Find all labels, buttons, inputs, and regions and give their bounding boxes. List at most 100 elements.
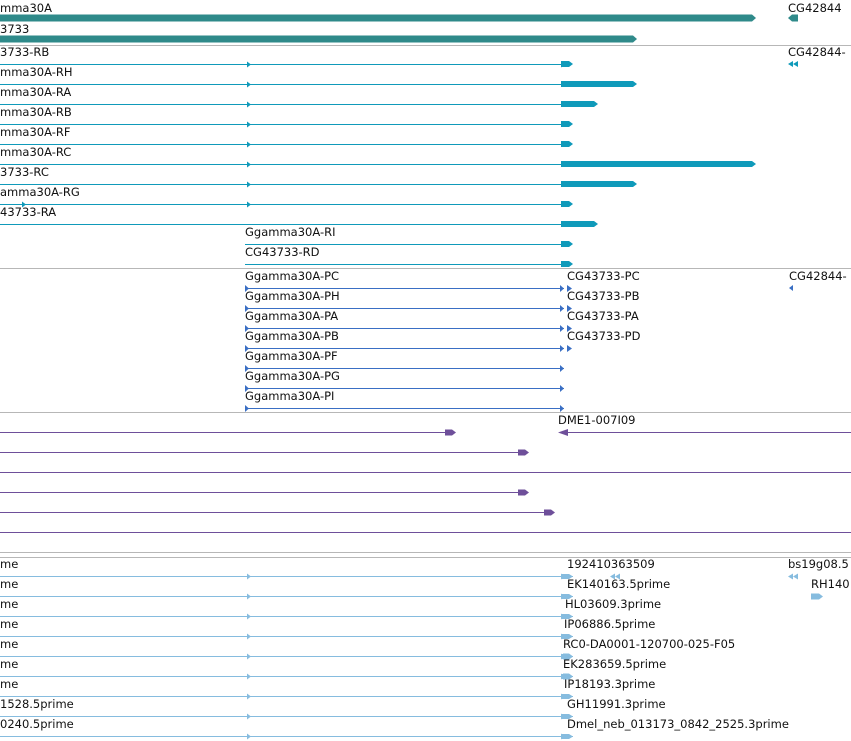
est-label[interactable]: HL03609.3prime [565,597,662,611]
protein-label[interactable]: CG42844- [789,269,847,283]
est-label[interactable]: me [0,657,19,671]
transcript-track [0,61,798,267]
est-label[interactable]: 1528.5prime [0,697,74,711]
gene-feature[interactable] [0,14,756,22]
clone-arrow[interactable] [518,489,529,496]
est-exon-marker [247,633,251,640]
protein-track [245,285,793,412]
est-label[interactable]: me [0,677,19,691]
est-label[interactable]: GH11991.3prime [567,697,666,711]
est-label[interactable]: 192410363509 [567,557,655,571]
est-arrow[interactable] [562,694,573,699]
gene-feature[interactable] [0,35,637,43]
est-feature[interactable] [793,573,798,580]
est-exon-marker [247,653,251,660]
est-label[interactable]: RH140 [811,577,850,591]
est-label[interactable]: me [0,597,19,611]
transcript-label[interactable]: CG43733-RD [245,245,320,259]
est-label[interactable]: IP06886.5prime [564,617,656,631]
transcript-exon[interactable] [561,81,637,87]
clone-arrow[interactable] [445,429,456,436]
est-feature[interactable] [610,573,615,580]
protein-label[interactable]: Ggamma30A-PC [245,269,340,283]
est-label[interactable]: me [0,557,19,571]
transcript-label[interactable]: Ggamma30A-RI [245,225,336,239]
protein-label[interactable]: Ggamma30A-PI [245,389,335,403]
protein-label[interactable]: CG43733-PB [567,289,640,303]
gene-label[interactable]: mma30A [0,1,52,15]
est-feature[interactable] [563,673,573,680]
transcript-exon[interactable] [788,61,793,67]
protein-label[interactable]: Ggamma30A-PA [245,309,339,323]
transcript-exon[interactable] [561,101,598,107]
transcript-exon[interactable] [561,161,756,167]
est-arrow[interactable] [562,714,573,719]
est-arrow[interactable] [562,734,573,739]
transcript-exon[interactable] [561,201,573,207]
est-arrow[interactable] [562,614,573,619]
protein-label[interactable]: CG43733-PA [567,309,639,323]
transcript-label[interactable]: mma30A-RA [0,85,72,99]
transcript-exon[interactable] [561,121,573,127]
est-label[interactable]: me [0,617,19,631]
est-exon-marker [247,733,251,740]
est-label[interactable]: IP18193.3prime [564,677,656,691]
transcript-label[interactable]: 3733-RB [0,45,50,59]
transcript-exon[interactable] [561,221,598,227]
est-label[interactable]: me [0,637,19,651]
transcript-exon[interactable] [561,181,637,187]
protein-feature[interactable] [567,285,572,292]
protein-feature[interactable] [567,305,572,312]
transcript-exon[interactable] [561,261,573,267]
gene-label[interactable]: 3733 [0,22,30,36]
transcript-exon-marker [247,101,251,108]
est-arrow[interactable] [562,594,573,599]
transcript-label[interactable]: CG42844- [788,45,846,59]
protein-label[interactable]: Ggamma30A-PB [245,329,339,343]
est-feature[interactable] [788,573,793,580]
est-label[interactable]: EK140163.5prime [567,577,671,591]
transcript-label[interactable]: amma30A-RG [0,185,80,199]
transcript-exon[interactable] [561,61,573,67]
protein-label[interactable]: Ggamma30A-PH [245,289,340,303]
clone-arrow[interactable] [544,509,555,516]
transcript-label[interactable]: 43733-RA [0,205,57,219]
transcript-exon[interactable] [561,141,573,147]
clone-arrow[interactable] [518,449,529,456]
protein-end-marker [560,285,564,292]
est-label[interactable]: RC0-DA0001-120700-025-F05 [563,637,736,651]
clone-label[interactable]: DME1-007I09 [558,413,636,427]
est-feature[interactable] [563,653,573,660]
est-label[interactable]: me [0,577,19,591]
est-label[interactable]: bs19g08.5 [788,557,849,571]
est-exon-marker [247,713,251,720]
est-label[interactable]: EK283659.5prime [563,657,667,671]
transcript-exon[interactable] [561,241,573,247]
gene-label[interactable]: CG42844 [788,1,842,15]
transcript-label[interactable]: mma30A-RC [0,145,72,159]
protein-label[interactable]: Ggamma30A-PF [245,349,338,363]
protein-label[interactable]: CG43733-PC [567,269,640,283]
transcript-label[interactable]: 3733-RC [0,165,49,179]
gene-track [0,14,798,43]
est-feature[interactable] [615,573,620,580]
transcript-label[interactable]: mma30A-RH [0,65,73,79]
est-label[interactable]: 0240.5prime [0,717,74,731]
protein-feature[interactable] [567,345,572,352]
est-arrow[interactable] [562,574,573,579]
transcript-label[interactable]: mma30A-RF [0,125,71,139]
est-arrow[interactable] [562,634,573,639]
est-exon-marker [247,573,251,580]
transcript-label[interactable]: mma30A-RB [0,105,72,119]
protein-label[interactable]: Ggamma30A-PG [245,369,340,383]
est-label[interactable]: Dmel_neb_013173_0842_2525.3prime [567,717,789,731]
protein-feature[interactable] [789,285,793,291]
est-feature[interactable] [811,593,823,600]
protein-end-marker [560,305,564,312]
protein-label[interactable]: CG43733-PD [567,329,641,343]
protein-start-marker [245,305,249,312]
transcript-exon[interactable] [793,61,798,67]
protein-feature[interactable] [567,325,572,332]
gene-feature[interactable] [788,14,798,22]
